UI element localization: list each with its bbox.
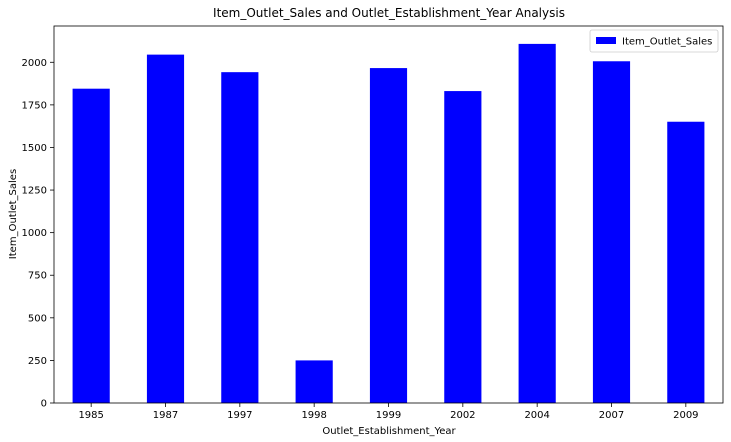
x-tick-label: 2007 <box>599 410 624 421</box>
bar-1987 <box>146 54 185 404</box>
x-tick-label: 2009 <box>673 410 698 421</box>
x-axis-label: Outlet_Establishment_Year <box>322 426 456 437</box>
plot-area: 0 250 500 750 1000 1250 1500 1750 2000 1985 1987 19… <box>22 25 724 421</box>
y-tick-label: 1000 <box>22 228 47 239</box>
bar-1997 <box>221 72 259 403</box>
bar-2009 <box>667 121 705 403</box>
bar-2002 <box>444 91 482 404</box>
x-tick-label: 1987 <box>153 410 178 421</box>
y-tick-label: 500 <box>28 313 47 324</box>
x-tick-label: 1999 <box>376 410 401 421</box>
chart-title: Item_Outlet_Sales and Outlet_Establishme… <box>213 6 565 20</box>
bar-2004 <box>518 43 556 403</box>
legend: Item_Outlet_Sales <box>589 29 719 53</box>
legend-swatch <box>596 37 616 44</box>
y-tick-label: 1750 <box>22 100 47 111</box>
y-tick-label: 250 <box>28 356 47 367</box>
y-tick-label: 750 <box>28 271 47 282</box>
bar-1985 <box>72 88 110 403</box>
bar-1998 <box>295 360 333 403</box>
legend-label: Item_Outlet_Sales <box>622 37 712 48</box>
x-tick-label: 1998 <box>301 410 326 421</box>
bar-1999 <box>369 68 408 403</box>
x-tick-label: 2002 <box>450 410 475 421</box>
x-tick-label: 1997 <box>227 410 252 421</box>
legend-box <box>589 29 719 53</box>
plot-frame <box>53 25 724 404</box>
x-tick-label: 1985 <box>78 410 103 421</box>
y-axis-label: Item_Outlet_Sales <box>8 169 19 259</box>
y-tick-label: 0 <box>41 399 47 410</box>
bar-2007 <box>592 61 631 404</box>
y-tick-label: 2000 <box>22 58 47 69</box>
y-tick-label: 1250 <box>22 186 47 197</box>
x-tick-label: 2004 <box>524 410 549 421</box>
y-tick-label: 1500 <box>22 143 47 154</box>
